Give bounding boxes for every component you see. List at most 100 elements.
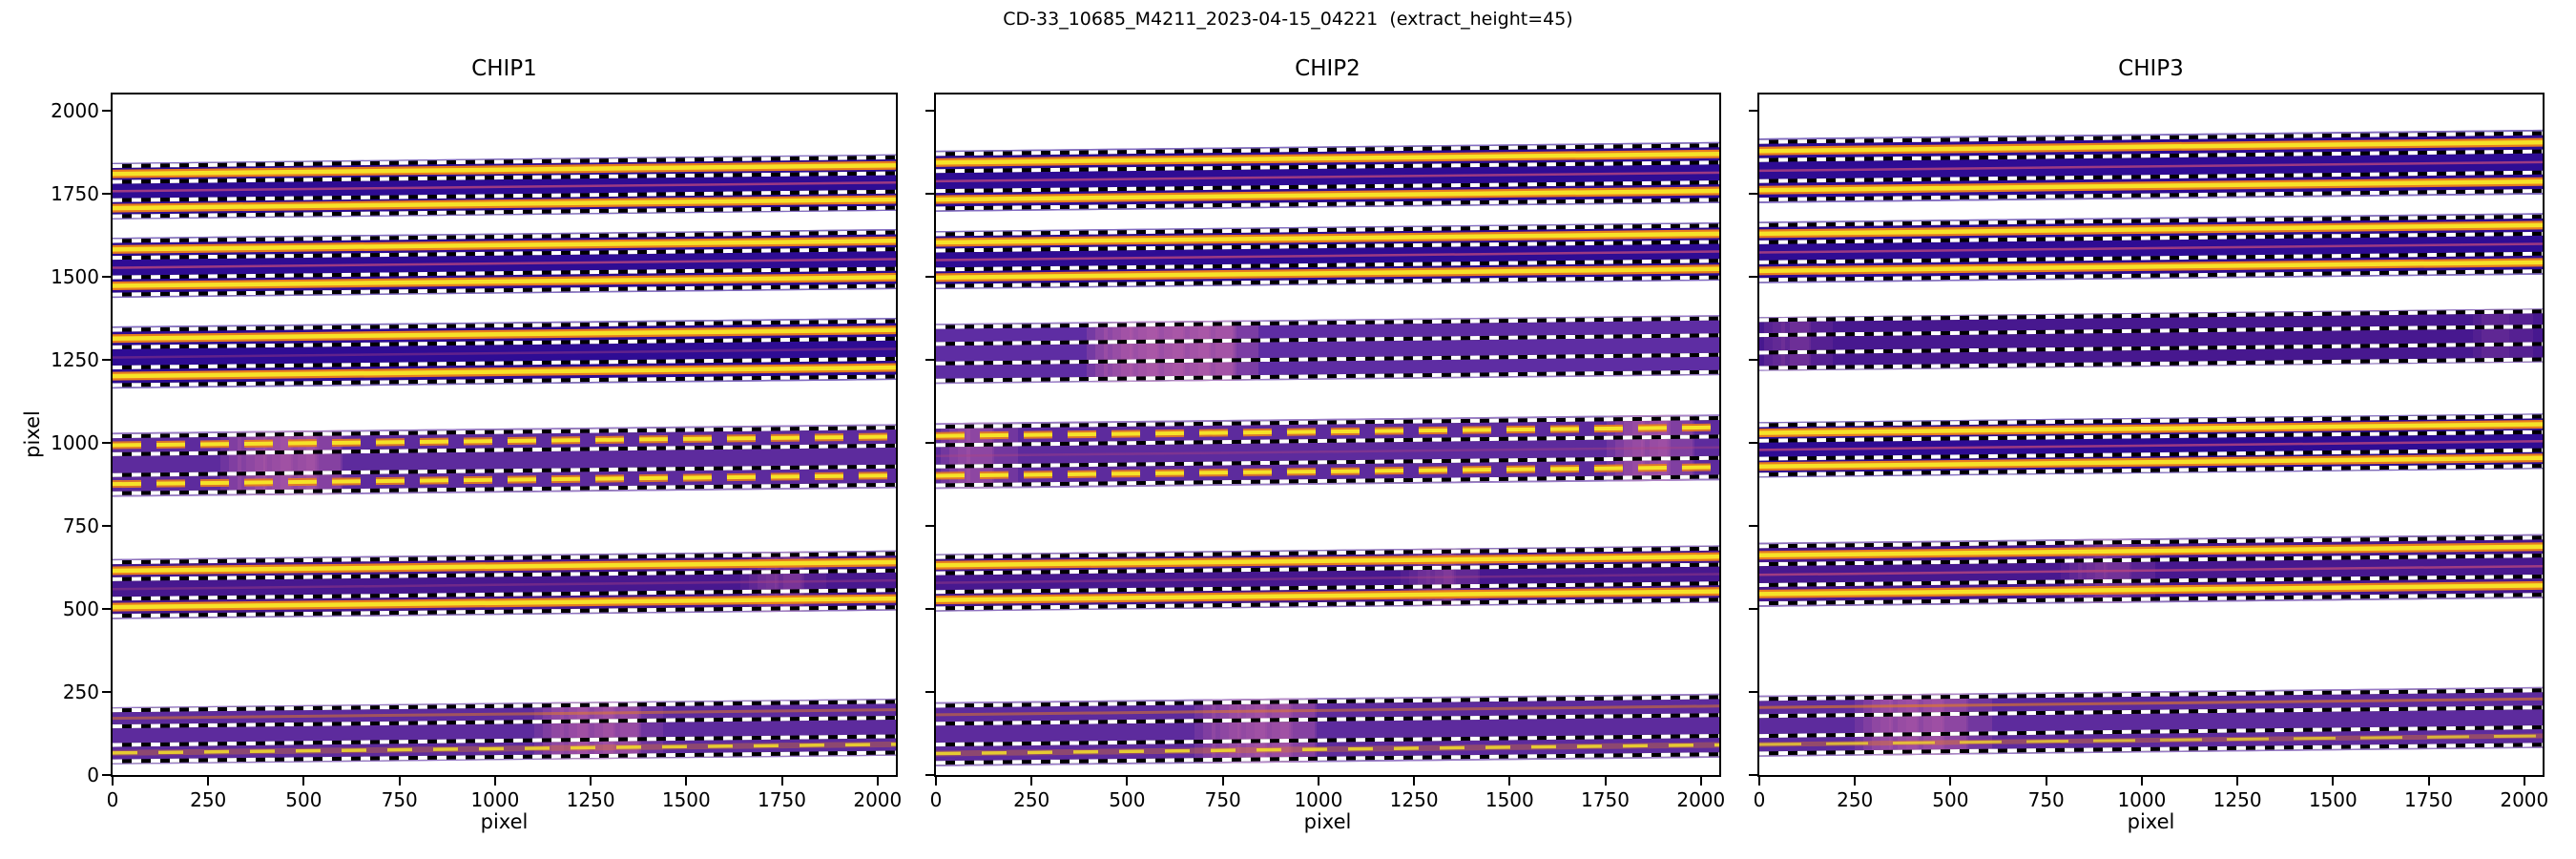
x-tick-label: 500 — [1932, 788, 1969, 811]
spectral-trace — [1759, 583, 2543, 597]
detector-image — [1759, 129, 2543, 757]
y-tick-mark — [1749, 691, 1757, 693]
band-edge-fringe — [113, 424, 896, 435]
extraction-boundary-dashed — [1759, 574, 2543, 587]
spectral-trace — [1759, 455, 2543, 470]
y-tick-mark — [1749, 524, 1757, 527]
band-edge-fringe — [1759, 308, 2543, 320]
noise-smudge — [1872, 686, 1893, 757]
extraction-boundary-dashed — [1759, 414, 2543, 428]
x-tick-mark — [2045, 777, 2047, 786]
spectral-trace — [1759, 178, 2543, 193]
subplot-title: CHIP2 — [1295, 56, 1361, 81]
extraction-boundary-dashed — [936, 369, 1719, 383]
noise-smudge — [1138, 315, 1159, 385]
spectral-order-band — [1759, 686, 2543, 757]
order-center-line — [1759, 160, 2543, 173]
spectral-order-band — [936, 693, 1719, 766]
x-tick-label: 2000 — [2500, 788, 2549, 811]
x-tick-label: 1250 — [2212, 788, 2262, 811]
noise-smudge — [534, 698, 586, 765]
x-tick-label: 1750 — [758, 788, 806, 811]
extraction-boundary-dashed — [113, 171, 896, 184]
noise-smudge — [1190, 315, 1211, 385]
band-edge-fringe — [1759, 467, 2543, 478]
extraction-boundary-dashed — [113, 356, 896, 369]
x-tick-mark — [2236, 777, 2239, 786]
extraction-boundary-dashed — [113, 588, 896, 601]
spectral-trace — [113, 275, 896, 288]
axes-frame — [111, 93, 898, 777]
y-tick-mark — [925, 358, 934, 361]
x-tick-label: 2000 — [1676, 788, 1726, 811]
band-edge-fringe — [113, 378, 896, 389]
x-axis-label: pixel — [1303, 810, 1352, 833]
spectral-trace — [113, 162, 896, 177]
spectral-trace-faint — [936, 704, 1719, 717]
order-center-line — [1759, 440, 2543, 451]
extraction-boundary-dashed — [936, 474, 1719, 488]
extraction-boundary-dashed — [113, 464, 896, 477]
noise-smudge — [577, 698, 613, 765]
noise-smudge — [1790, 308, 1811, 371]
x-tick-label: 1750 — [2404, 788, 2453, 811]
extraction-boundary-dashed — [113, 443, 896, 456]
y-tick-mark — [102, 774, 111, 776]
extraction-boundary-dashed — [113, 482, 896, 495]
band-edge-fringe — [936, 141, 1719, 153]
extraction-boundary-dashed — [113, 247, 896, 261]
subplot-title: CHIP1 — [471, 56, 537, 81]
extraction-boundary-dashed — [1759, 189, 2543, 202]
x-axis-label: pixel — [480, 810, 529, 833]
extraction-boundary-dashed — [113, 605, 896, 618]
band-edge-fringe — [1759, 129, 2543, 140]
order-center-line — [936, 171, 1719, 183]
y-tick-mark — [925, 774, 934, 776]
extraction-boundary-dashed — [936, 316, 1719, 329]
noise-smudge — [1263, 693, 1315, 766]
spectral-order-band — [936, 545, 1719, 612]
band-edge-fringe — [113, 550, 896, 561]
order-image-fill — [1759, 308, 2543, 371]
spectral-trace-faint — [1759, 697, 2543, 709]
band-edge-fringe — [936, 545, 1719, 556]
spectral-trace — [113, 365, 896, 379]
y-tick-label: 0 — [87, 764, 99, 786]
extraction-boundary-dashed — [1759, 593, 2543, 606]
spectral-order-band — [113, 317, 896, 389]
order-center-line — [1759, 242, 2543, 254]
extraction-boundary-dashed — [113, 734, 896, 747]
band-edge-fringe — [113, 753, 896, 765]
noise-smudge — [1215, 315, 1236, 385]
noise-smudge — [1112, 315, 1133, 385]
spectral-trace — [1759, 222, 2543, 237]
extraction-boundary-dashed — [936, 734, 1719, 747]
extraction-boundary-dashed — [113, 715, 896, 729]
x-tick-label: 1000 — [1294, 788, 1343, 811]
spectral-trace — [936, 188, 1719, 202]
band-edge-fringe — [936, 693, 1719, 704]
axes-frame — [1757, 93, 2545, 777]
spectral-trace — [936, 231, 1719, 245]
spectral-order-band — [113, 154, 896, 220]
extraction-boundary-dashed — [1759, 743, 2543, 756]
extraction-boundary-dashed — [1759, 430, 2543, 443]
noise-smudge — [1203, 693, 1239, 766]
x-tick-label: 500 — [285, 788, 322, 811]
x-tick-mark — [780, 777, 783, 786]
spectral-trace — [113, 239, 896, 252]
x-tick-mark — [685, 777, 688, 786]
subplot-chip2: CHIP2 pixel 0 250 500 750 1000 1250 1500 1750 20… — [925, 0, 1725, 859]
extraction-boundary-dashed — [1759, 309, 2543, 323]
x-tick-mark — [1604, 777, 1607, 786]
y-tick-label: 1750 — [51, 181, 99, 205]
x-tick-mark — [1699, 777, 1702, 786]
band-edge-fringe — [1759, 596, 2543, 607]
band-edge-fringe — [1759, 192, 2543, 203]
y-tick-mark — [925, 441, 934, 444]
spectral-trace — [113, 743, 896, 755]
order-center-line — [936, 446, 1719, 458]
extraction-boundary-dashed — [113, 230, 896, 243]
extraction-boundary-dashed — [1759, 214, 2543, 227]
